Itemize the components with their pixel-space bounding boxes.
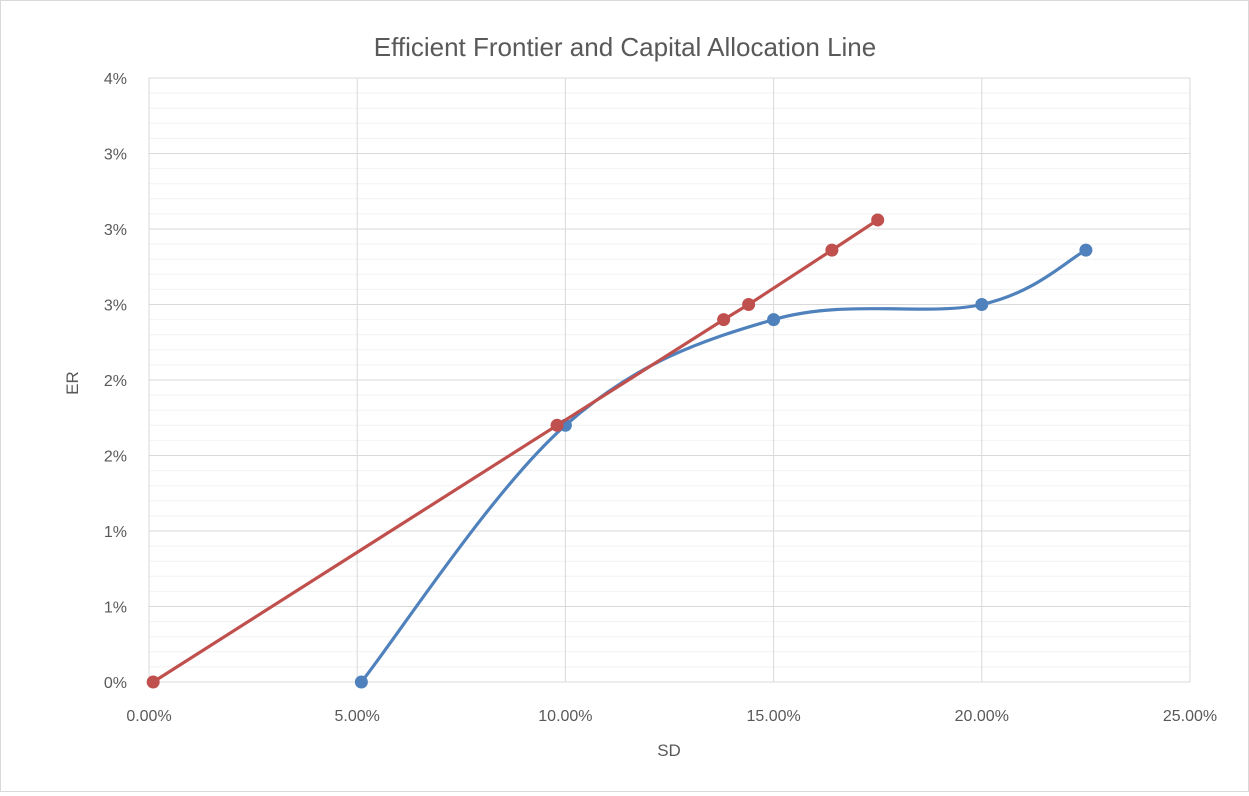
y-tick-label: 0% bbox=[104, 675, 127, 692]
x-tick-label: 5.00% bbox=[335, 708, 380, 725]
x-tick-label: 25.00% bbox=[1163, 708, 1217, 725]
series-2-point bbox=[871, 213, 885, 227]
y-axis-label: ER bbox=[63, 371, 82, 395]
y-tick-label: 2% bbox=[104, 373, 127, 390]
chart-title: Efficient Frontier and Capital Allocatio… bbox=[374, 32, 876, 62]
tick-layer: 0% 1% 1% 2% 2% 3% 3% 3% 4% 0.00% 5.00% 10.00% 15.00%… bbox=[104, 71, 1217, 725]
x-axis-label: SD bbox=[657, 741, 681, 760]
series-2-point bbox=[550, 418, 564, 432]
x-tick-label: 15.00% bbox=[746, 708, 800, 725]
y-tick-label: 3% bbox=[104, 222, 127, 239]
y-tick-label: 4% bbox=[104, 71, 127, 88]
series-1-point bbox=[354, 675, 368, 689]
grid-layer bbox=[148, 77, 1191, 683]
series-1-point bbox=[975, 298, 989, 311]
series-1-point bbox=[1079, 243, 1093, 257]
x-tick-label: 10.00% bbox=[538, 708, 592, 725]
y-tick-label: 2% bbox=[104, 449, 127, 466]
y-tick-label: 1% bbox=[104, 524, 127, 541]
y-tick-label: 3% bbox=[104, 147, 127, 164]
x-tick-label: 20.00% bbox=[955, 708, 1009, 725]
series-line-2 bbox=[151, 218, 880, 684]
x-tick-label: 0.00% bbox=[126, 708, 171, 725]
series-line-1 bbox=[359, 248, 1088, 684]
y-tick-label: 3% bbox=[104, 298, 127, 315]
series-layer bbox=[146, 213, 1093, 689]
series-2-point bbox=[146, 675, 160, 689]
series-2-point bbox=[717, 313, 731, 327]
series-1-point bbox=[767, 313, 781, 327]
series-2-point bbox=[742, 298, 756, 311]
series-2-point bbox=[825, 243, 839, 257]
y-tick-label: 1% bbox=[104, 600, 127, 617]
